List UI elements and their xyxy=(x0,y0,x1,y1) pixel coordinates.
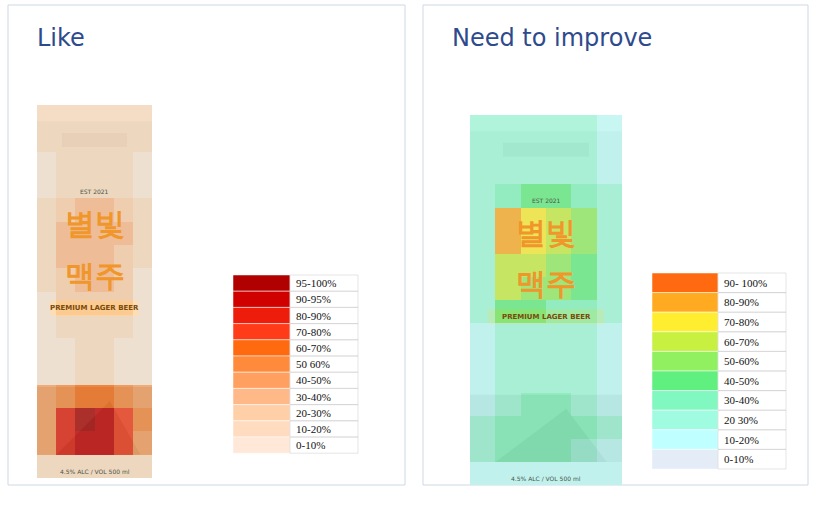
svg-text:30-40%: 30-40% xyxy=(296,391,331,403)
svg-text:80-90%: 80-90% xyxy=(724,296,759,308)
svg-text:50 60%: 50 60% xyxy=(296,358,330,370)
svg-text:95-100%: 95-100% xyxy=(296,277,336,289)
svg-text:별빛: 별빛 xyxy=(516,215,576,250)
svg-text:4.5% ALC / VOL 500 ml: 4.5% ALC / VOL 500 ml xyxy=(511,475,581,482)
svg-text:PREMIUM LAGER BEER: PREMIUM LAGER BEER xyxy=(50,304,139,312)
svg-text:10-20%: 10-20% xyxy=(296,423,331,435)
svg-text:60-70%: 60-70% xyxy=(724,336,759,348)
svg-text:맥주: 맥주 xyxy=(516,266,576,301)
svg-text:70-80%: 70-80% xyxy=(296,326,331,338)
svg-text:70-80%: 70-80% xyxy=(724,316,759,328)
svg-text:40-50%: 40-50% xyxy=(724,375,759,387)
svg-text:PREMIUM LAGER BEER: PREMIUM LAGER BEER xyxy=(502,313,591,321)
svg-text:10-20%: 10-20% xyxy=(724,434,759,446)
svg-text:EST 2021: EST 2021 xyxy=(532,197,561,204)
svg-text:40-50%: 40-50% xyxy=(296,374,331,386)
svg-text:Like: Like xyxy=(37,24,85,52)
svg-text:0-10%: 0-10% xyxy=(724,453,753,465)
svg-text:EST 2021: EST 2021 xyxy=(80,188,109,195)
svg-text:90-95%: 90-95% xyxy=(296,293,331,305)
svg-text:60-70%: 60-70% xyxy=(296,342,331,354)
svg-text:90- 100%: 90- 100% xyxy=(724,277,767,289)
svg-text:30-40%: 30-40% xyxy=(724,394,759,406)
svg-text:0-10%: 0-10% xyxy=(296,439,325,451)
svg-text:맥주: 맥주 xyxy=(65,258,125,293)
svg-text:20-30%: 20-30% xyxy=(296,407,331,419)
svg-text:별빛: 별빛 xyxy=(65,206,125,241)
svg-text:20 30%: 20 30% xyxy=(724,414,758,426)
svg-text:4.5% ALC / VOL 500 ml: 4.5% ALC / VOL 500 ml xyxy=(60,468,130,475)
svg-text:80-90%: 80-90% xyxy=(296,310,331,322)
svg-text:50-60%: 50-60% xyxy=(724,355,759,367)
svg-text:Need to improve: Need to improve xyxy=(452,24,652,52)
